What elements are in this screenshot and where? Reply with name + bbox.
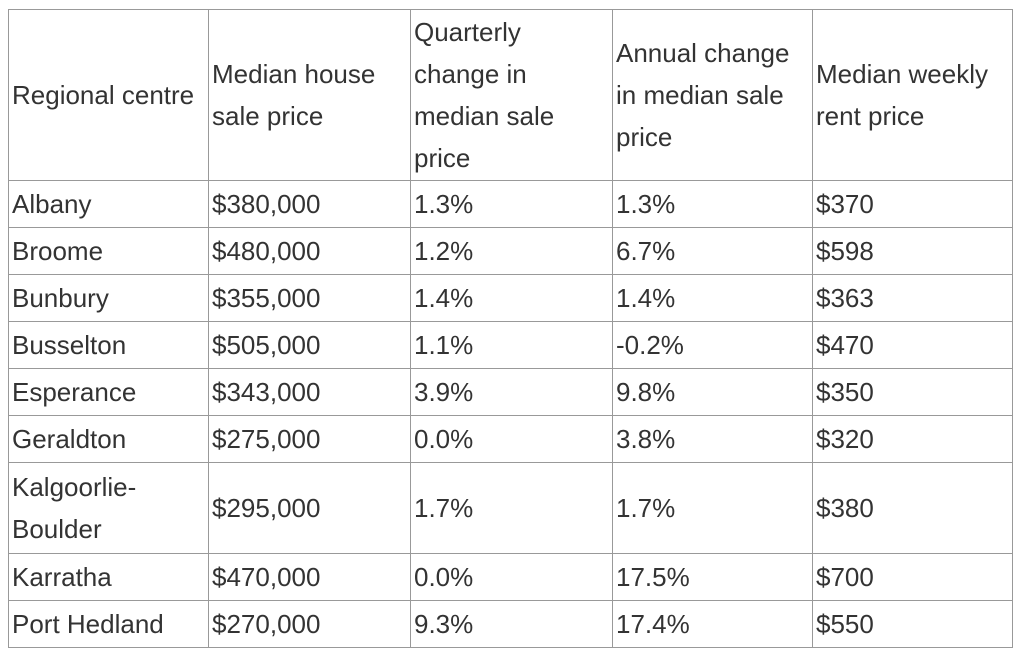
cell-median-house-sale-price: $470,000 — [208, 553, 411, 601]
cell-quarterly-change: 1.2% — [410, 227, 613, 275]
cell-quarterly-change: 0.0% — [410, 415, 613, 463]
cell-regional-centre: Port Hedland — [8, 600, 209, 648]
table-row: Kalgoorlie-Boulder $295,000 1.7% 1.7% $3… — [8, 462, 1013, 554]
cell-median-house-sale-price: $270,000 — [208, 600, 411, 648]
cell-annual-change: 3.8% — [612, 415, 813, 463]
cell-regional-centre: Bunbury — [8, 274, 209, 322]
cell-median-house-sale-price: $380,000 — [208, 180, 411, 228]
cell-annual-change: 17.4% — [612, 600, 813, 648]
cell-quarterly-change: 9.3% — [410, 600, 613, 648]
cell-annual-change: -0.2% — [612, 321, 813, 369]
cell-median-house-sale-price: $275,000 — [208, 415, 411, 463]
cell-median-weekly-rent: $363 — [812, 274, 1013, 322]
cell-annual-change: 6.7% — [612, 227, 813, 275]
table-header-row: Regional centre Median house sale price … — [8, 9, 1013, 181]
price-table-container: Regional centre Median house sale price … — [8, 9, 1013, 648]
cell-regional-centre: Geraldton — [8, 415, 209, 463]
cell-median-weekly-rent: $470 — [812, 321, 1013, 369]
cell-quarterly-change: 1.4% — [410, 274, 613, 322]
cell-regional-centre: Albany — [8, 180, 209, 228]
cell-median-house-sale-price: $505,000 — [208, 321, 411, 369]
cell-median-weekly-rent: $370 — [812, 180, 1013, 228]
cell-annual-change: 17.5% — [612, 553, 813, 601]
table-row: Karratha $470,000 0.0% 17.5% $700 — [8, 553, 1013, 601]
cell-annual-change: 9.8% — [612, 368, 813, 416]
cell-annual-change: 1.4% — [612, 274, 813, 322]
header-median-weekly-rent: Median weekly rent price — [812, 9, 1013, 181]
cell-median-house-sale-price: $295,000 — [208, 462, 411, 554]
table-row: Bunbury $355,000 1.4% 1.4% $363 — [8, 274, 1013, 322]
cell-median-weekly-rent: $380 — [812, 462, 1013, 554]
cell-median-weekly-rent: $700 — [812, 553, 1013, 601]
table-row: Geraldton $275,000 0.0% 3.8% $320 — [8, 415, 1013, 463]
cell-quarterly-change: 1.7% — [410, 462, 613, 554]
cell-median-house-sale-price: $480,000 — [208, 227, 411, 275]
cell-quarterly-change: 1.3% — [410, 180, 613, 228]
cell-median-house-sale-price: $343,000 — [208, 368, 411, 416]
cell-regional-centre: Kalgoorlie-Boulder — [8, 462, 209, 554]
cell-annual-change: 1.3% — [612, 180, 813, 228]
table-row: Busselton $505,000 1.1% -0.2% $470 — [8, 321, 1013, 369]
cell-regional-centre: Broome — [8, 227, 209, 275]
cell-regional-centre: Esperance — [8, 368, 209, 416]
table-row: Broome $480,000 1.2% 6.7% $598 — [8, 227, 1013, 275]
cell-quarterly-change: 3.9% — [410, 368, 613, 416]
table-row: Albany $380,000 1.3% 1.3% $370 — [8, 180, 1013, 228]
cell-quarterly-change: 1.1% — [410, 321, 613, 369]
header-quarterly-change: Quarterly change in median sale price — [410, 9, 613, 181]
cell-median-weekly-rent: $350 — [812, 368, 1013, 416]
cell-regional-centre: Karratha — [8, 553, 209, 601]
cell-annual-change: 1.7% — [612, 462, 813, 554]
table-row: Port Hedland $270,000 9.3% 17.4% $550 — [8, 600, 1013, 648]
regional-price-table: Regional centre Median house sale price … — [8, 9, 1013, 648]
table-row: Esperance $343,000 3.9% 9.8% $350 — [8, 368, 1013, 416]
cell-median-house-sale-price: $355,000 — [208, 274, 411, 322]
cell-median-weekly-rent: $550 — [812, 600, 1013, 648]
cell-median-weekly-rent: $598 — [812, 227, 1013, 275]
cell-quarterly-change: 0.0% — [410, 553, 613, 601]
cell-median-weekly-rent: $320 — [812, 415, 1013, 463]
header-regional-centre: Regional centre — [8, 9, 209, 181]
header-annual-change: Annual change in median sale price — [612, 9, 813, 181]
cell-regional-centre: Busselton — [8, 321, 209, 369]
header-median-house-sale-price: Median house sale price — [208, 9, 411, 181]
